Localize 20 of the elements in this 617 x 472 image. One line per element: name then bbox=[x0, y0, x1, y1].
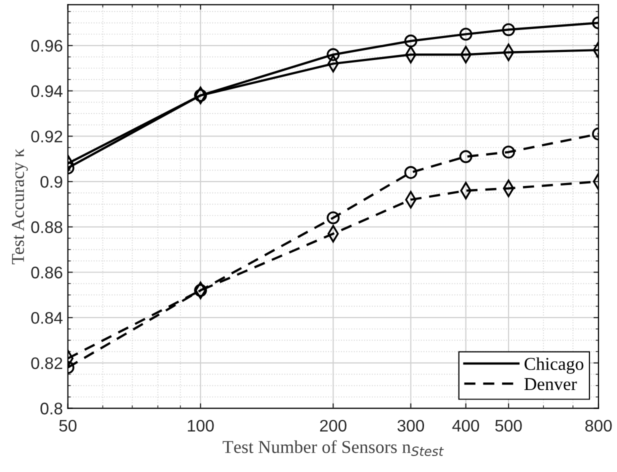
y-tick-label: 0.8 bbox=[40, 402, 62, 414]
y-tick-label: 0.88 bbox=[31, 221, 62, 234]
y-axis-title: Test Accuracy κ bbox=[12, 148, 28, 264]
legend-label: Denver bbox=[524, 378, 577, 390]
x-axis-title: Test Number of Sensors n$_{Stest}$ bbox=[222, 440, 444, 456]
y-tick-label: 0.82 bbox=[31, 357, 62, 370]
x-tick-label: 800 bbox=[585, 420, 612, 432]
x-tick-label: 100 bbox=[188, 420, 214, 432]
y-tick-label: 0.86 bbox=[31, 266, 62, 278]
y-tick-label: 0.9 bbox=[40, 176, 62, 188]
x-tick-label: 200 bbox=[320, 420, 346, 432]
y-tick-label: 0.92 bbox=[31, 130, 62, 142]
y-tick-label: 0.96 bbox=[31, 40, 62, 52]
x-tick-label: 400 bbox=[452, 420, 480, 432]
x-tick-label: 500 bbox=[495, 420, 522, 432]
legend-label: Chicago bbox=[524, 357, 584, 374]
y-tick-label: 0.94 bbox=[31, 85, 63, 98]
y-tick-label: 0.84 bbox=[31, 312, 63, 324]
x-tick-label: 300 bbox=[398, 420, 424, 432]
x-tick-label: 50 bbox=[59, 420, 76, 432]
